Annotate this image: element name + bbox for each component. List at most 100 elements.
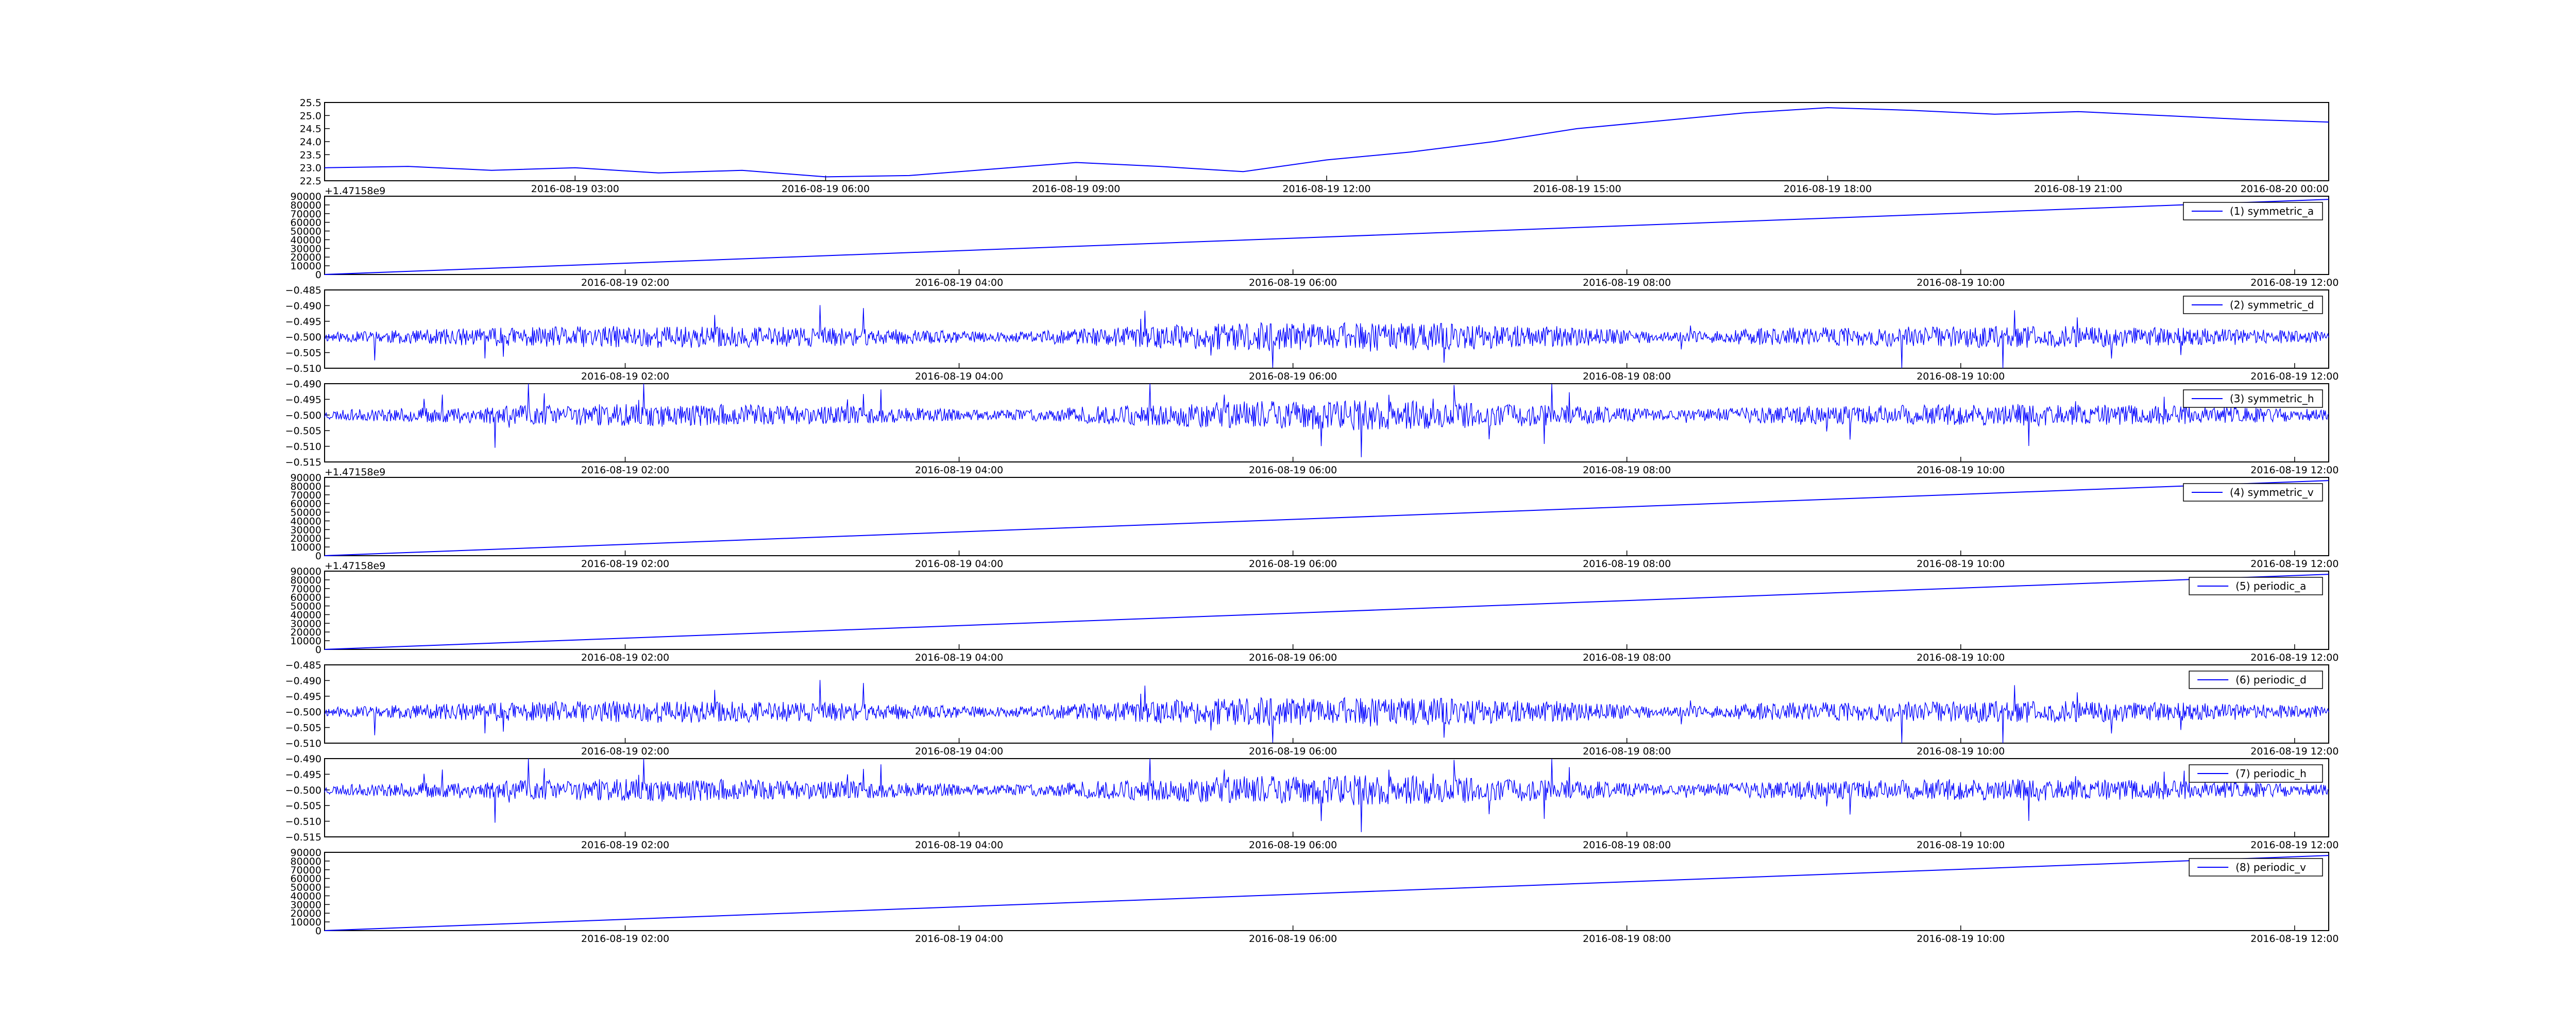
y-tick-label: 70000 xyxy=(291,583,321,595)
x-tick-label: 2016-08-19 04:00 xyxy=(915,371,1003,382)
series-line xyxy=(324,855,2329,931)
y-tick-label: 0 xyxy=(315,269,321,281)
legend-label: (5) periodic_a xyxy=(2235,580,2306,592)
y-tick-label: 60000 xyxy=(291,592,321,604)
y-tick-label: −0.505 xyxy=(285,425,321,437)
x-tick-label: 2016-08-19 12:00 xyxy=(2250,371,2338,382)
x-tick-label: 2016-08-19 06:00 xyxy=(1249,652,1337,663)
x-tick-label: 2016-08-19 04:00 xyxy=(915,746,1003,757)
x-tick-label: 2016-08-19 12:00 xyxy=(2250,746,2338,757)
series-line xyxy=(324,383,2329,457)
series-line xyxy=(324,305,2329,369)
y-tick-label: 90000 xyxy=(291,847,321,859)
x-tick-label: 2016-08-19 15:00 xyxy=(1533,183,1621,195)
y-tick-label: 30000 xyxy=(291,524,321,536)
y-tick-label: 25.0 xyxy=(300,110,321,122)
y-tick-label: −0.500 xyxy=(285,332,321,343)
y-tick-label: 70000 xyxy=(291,865,321,876)
legend-label: (1) symmetric_a xyxy=(2230,205,2314,217)
axis-offset-label: +1.47158e9 xyxy=(325,185,385,197)
series-line xyxy=(324,680,2329,744)
y-tick-label: 80000 xyxy=(291,575,321,586)
y-tick-label: 70000 xyxy=(291,490,321,501)
y-tick-label: 30000 xyxy=(291,618,321,629)
y-tick-label: −0.510 xyxy=(285,363,321,374)
y-tick-label: 20000 xyxy=(291,252,321,263)
y-tick-label: 10000 xyxy=(291,261,321,272)
y-tick-label: 90000 xyxy=(291,191,321,202)
x-tick-label: 2016-08-19 06:00 xyxy=(1249,746,1337,757)
x-tick-label: 2016-08-19 12:00 xyxy=(2250,277,2338,288)
axes-frame xyxy=(324,196,2329,275)
y-tick-label: 50000 xyxy=(291,507,321,519)
x-tick-label: 2016-08-19 08:00 xyxy=(1583,371,1671,382)
x-tick-label: 2016-08-19 10:00 xyxy=(1917,746,2005,757)
y-tick-label: −0.505 xyxy=(285,800,321,812)
x-tick-label: 2016-08-19 12:00 xyxy=(2250,839,2338,851)
axis-offset-label: +1.47158e9 xyxy=(325,560,385,572)
y-tick-label: −0.490 xyxy=(285,753,321,765)
y-tick-label: 24.5 xyxy=(300,124,321,135)
series-line xyxy=(324,574,2329,650)
y-tick-label: −0.485 xyxy=(285,285,321,296)
y-tick-label: 80000 xyxy=(291,856,321,867)
x-tick-label: 2016-08-19 12:00 xyxy=(2250,558,2338,570)
x-tick-label: 2016-08-19 03:00 xyxy=(531,183,619,195)
y-tick-label: 70000 xyxy=(291,209,321,220)
subplot-6: 0100002000030000400005000060000700008000… xyxy=(291,560,2339,663)
axes-frame xyxy=(324,102,2329,181)
y-tick-label: −0.510 xyxy=(285,441,321,453)
legend-label: (4) symmetric_v xyxy=(2230,486,2314,499)
y-tick-label: 40000 xyxy=(291,609,321,621)
x-tick-label: 2016-08-20 00:00 xyxy=(2241,183,2329,195)
series-line xyxy=(324,199,2329,275)
subplot-7: −0.510 −0.505 −0.500 −0.495 −0.490 −0.485 2016… xyxy=(285,660,2339,757)
axes-frame xyxy=(324,477,2329,556)
legend: (1) symmetric_a xyxy=(2183,202,2323,220)
x-tick-label: 2016-08-19 10:00 xyxy=(1917,277,2005,288)
x-tick-label: 2016-08-19 02:00 xyxy=(581,371,669,382)
x-tick-label: 2016-08-19 02:00 xyxy=(581,933,669,945)
y-tick-label: 60000 xyxy=(291,873,321,885)
x-tick-label: 2016-08-19 08:00 xyxy=(1583,558,1671,570)
x-tick-label: 2016-08-19 18:00 xyxy=(1784,183,1872,195)
x-tick-label: 2016-08-19 04:00 xyxy=(915,465,1003,476)
y-tick-label: 50000 xyxy=(291,226,321,237)
y-tick-label: −0.510 xyxy=(285,816,321,828)
x-tick-label: 2016-08-19 10:00 xyxy=(1917,933,2005,945)
x-tick-label: 2016-08-19 10:00 xyxy=(1917,371,2005,382)
y-tick-label: −0.505 xyxy=(285,348,321,359)
x-tick-label: 2016-08-19 08:00 xyxy=(1583,839,1671,851)
axes-frame xyxy=(324,571,2329,650)
y-tick-label: 60000 xyxy=(291,499,321,510)
y-tick-label: −0.510 xyxy=(285,738,321,749)
y-tick-label: 50000 xyxy=(291,601,321,612)
y-tick-label: −0.515 xyxy=(285,832,321,843)
x-tick-label: 2016-08-19 04:00 xyxy=(915,277,1003,288)
y-tick-label: 23.0 xyxy=(300,163,321,174)
axes-frame xyxy=(324,383,2329,462)
y-tick-label: 0 xyxy=(315,644,321,656)
y-tick-label: 50000 xyxy=(291,882,321,894)
y-tick-label: 20000 xyxy=(291,627,321,638)
x-tick-label: 2016-08-19 06:00 xyxy=(1249,933,1337,945)
x-tick-label: 2016-08-19 08:00 xyxy=(1583,465,1671,476)
y-tick-label: −0.500 xyxy=(285,785,321,796)
subplot-5: 0100002000030000400005000060000700008000… xyxy=(291,467,2339,570)
axes-frame xyxy=(324,758,2329,837)
legend-label: (8) periodic_v xyxy=(2235,861,2306,873)
x-tick-label: 2016-08-19 12:00 xyxy=(2250,465,2338,476)
y-tick-label: 30000 xyxy=(291,243,321,254)
y-tick-label: 0 xyxy=(315,551,321,562)
y-tick-label: −0.490 xyxy=(285,300,321,312)
legend-label: (7) periodic_h xyxy=(2235,767,2307,780)
legend-label: (3) symmetric_h xyxy=(2230,392,2314,405)
x-tick-label: 2016-08-19 08:00 xyxy=(1583,652,1671,663)
x-tick-label: 2016-08-19 02:00 xyxy=(581,839,669,851)
y-tick-label: 20000 xyxy=(291,533,321,544)
y-tick-label: 25.5 xyxy=(300,97,321,109)
y-tick-label: −0.495 xyxy=(285,394,321,405)
x-tick-label: 2016-08-19 04:00 xyxy=(915,839,1003,851)
axes-frame xyxy=(324,664,2329,744)
